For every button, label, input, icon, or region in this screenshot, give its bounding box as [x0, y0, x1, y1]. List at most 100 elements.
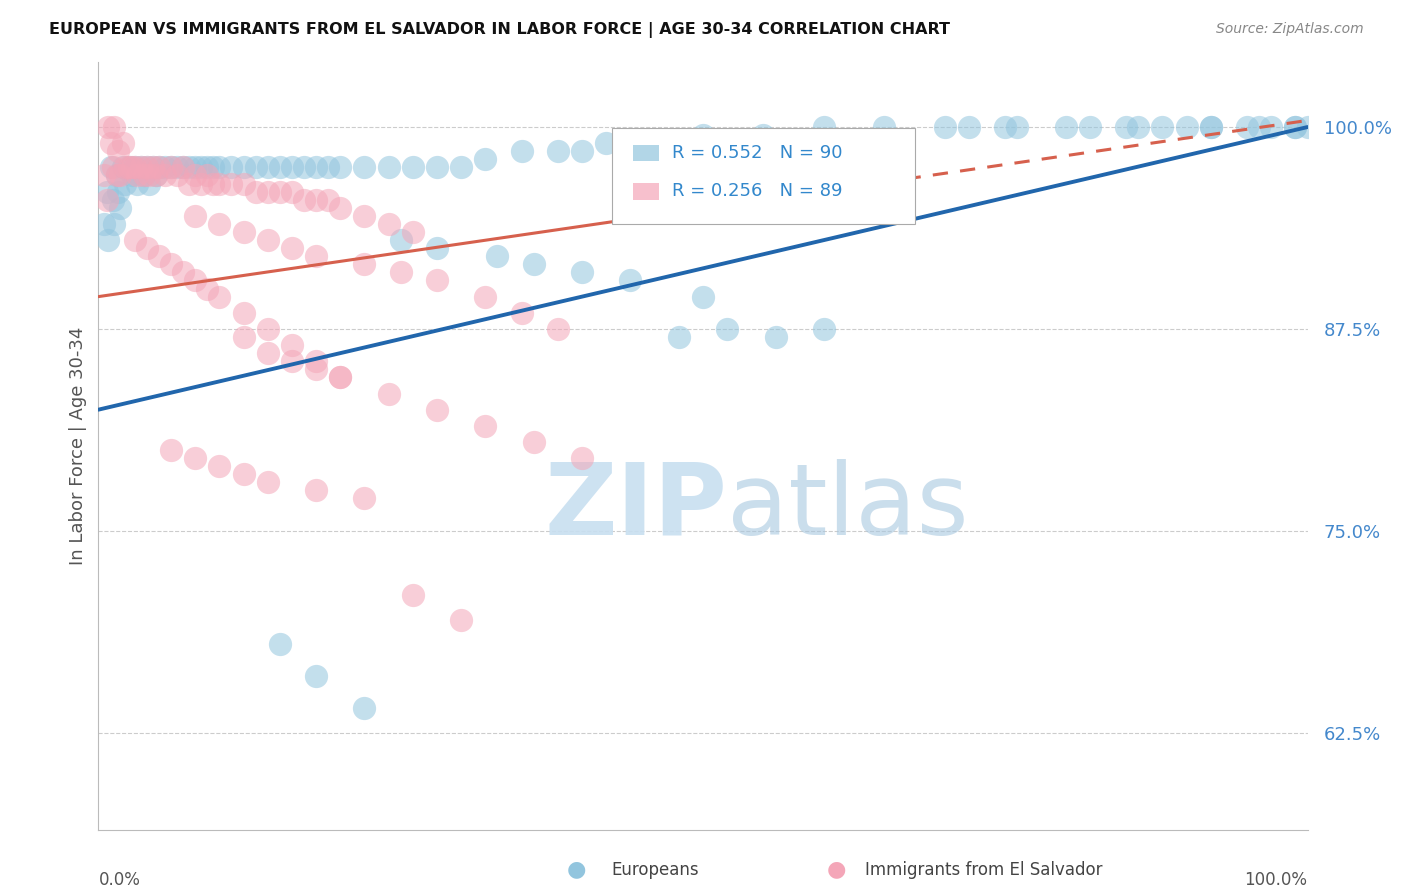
Point	[813, 120, 835, 134]
Point	[195, 169, 218, 183]
Point	[474, 418, 496, 433]
Bar	[633, 183, 659, 200]
Point	[269, 185, 291, 199]
Point	[389, 233, 412, 247]
Point	[426, 241, 449, 255]
Point	[124, 161, 146, 175]
Text: atlas: atlas	[727, 458, 969, 556]
Point	[190, 161, 212, 175]
Point	[256, 322, 278, 336]
Point	[100, 136, 122, 151]
Point	[329, 201, 352, 215]
Point	[121, 161, 143, 175]
Point	[134, 169, 156, 183]
Point	[105, 169, 128, 183]
Point	[377, 161, 399, 175]
Point	[474, 153, 496, 167]
Point	[256, 185, 278, 199]
Point	[97, 120, 120, 134]
Point	[184, 451, 207, 466]
Point	[305, 161, 328, 175]
Point	[305, 483, 328, 498]
Text: ●: ●	[567, 860, 586, 880]
Point	[179, 161, 201, 175]
Point	[426, 161, 449, 175]
Point	[135, 161, 157, 175]
Point	[124, 233, 146, 247]
Point	[281, 161, 304, 175]
Point	[127, 177, 149, 191]
Point	[523, 434, 546, 449]
Text: Source: ZipAtlas.com: Source: ZipAtlas.com	[1216, 22, 1364, 37]
Point	[281, 185, 304, 199]
Bar	[633, 145, 659, 161]
Point	[103, 120, 125, 134]
Point	[292, 193, 315, 207]
Point	[195, 161, 218, 175]
Point	[114, 161, 136, 175]
Point	[208, 459, 231, 474]
Point	[1175, 120, 1198, 134]
Point	[121, 169, 143, 183]
Point	[547, 322, 569, 336]
Point	[129, 161, 152, 175]
Point	[1078, 120, 1101, 134]
Point	[426, 402, 449, 417]
Point	[547, 145, 569, 159]
Y-axis label: In Labor Force | Age 30-34: In Labor Force | Age 30-34	[69, 326, 87, 566]
Point	[160, 161, 183, 175]
Point	[305, 669, 328, 683]
Point	[329, 370, 352, 384]
Point	[208, 290, 231, 304]
Point	[172, 265, 194, 279]
Point	[101, 193, 124, 207]
Point	[668, 136, 690, 151]
Point	[93, 217, 115, 231]
Point	[281, 241, 304, 255]
Point	[1296, 120, 1319, 134]
Point	[172, 161, 194, 175]
Point	[934, 120, 956, 134]
Point	[1054, 120, 1077, 134]
Text: Immigrants from El Salvador: Immigrants from El Salvador	[865, 861, 1102, 879]
Point	[184, 209, 207, 223]
Point	[153, 169, 176, 183]
Point	[269, 161, 291, 175]
Point	[571, 265, 593, 279]
Point	[221, 177, 243, 191]
Point	[957, 120, 980, 134]
Point	[1260, 120, 1282, 134]
Point	[184, 161, 207, 175]
Point	[148, 249, 170, 263]
Point	[160, 443, 183, 458]
Point	[1199, 120, 1222, 134]
Point	[232, 177, 254, 191]
Text: R = 0.552   N = 90: R = 0.552 N = 90	[672, 144, 842, 162]
Point	[208, 177, 231, 191]
Point	[765, 330, 787, 344]
Point	[108, 201, 131, 215]
Point	[135, 241, 157, 255]
Point	[377, 217, 399, 231]
Point	[305, 249, 328, 263]
Point	[450, 161, 472, 175]
Point	[377, 386, 399, 401]
Point	[148, 161, 170, 175]
Point	[486, 249, 509, 263]
Text: Europeans: Europeans	[612, 861, 699, 879]
Point	[510, 306, 533, 320]
Text: EUROPEAN VS IMMIGRANTS FROM EL SALVADOR IN LABOR FORCE | AGE 30-34 CORRELATION C: EUROPEAN VS IMMIGRANTS FROM EL SALVADOR …	[49, 22, 950, 38]
Point	[107, 185, 129, 199]
Point	[523, 257, 546, 271]
Point	[184, 169, 207, 183]
Point	[97, 233, 120, 247]
FancyBboxPatch shape	[613, 128, 915, 224]
Point	[135, 161, 157, 175]
Point	[1236, 120, 1258, 134]
Point	[305, 362, 328, 376]
Point	[402, 588, 425, 602]
Point	[426, 273, 449, 287]
Point	[153, 161, 176, 175]
Point	[195, 281, 218, 295]
Text: R = 0.256   N = 89: R = 0.256 N = 89	[672, 182, 842, 201]
